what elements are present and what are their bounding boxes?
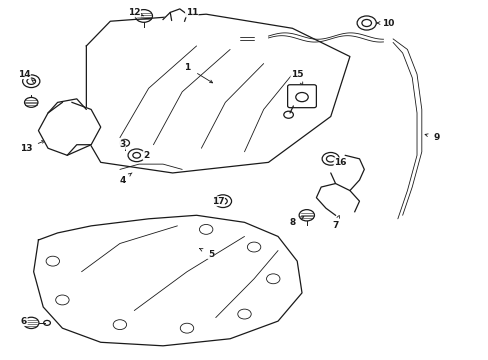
Text: 15: 15 bbox=[290, 70, 303, 79]
Text: 11: 11 bbox=[185, 8, 198, 17]
Text: 10: 10 bbox=[381, 18, 394, 27]
Polygon shape bbox=[163, 9, 186, 21]
Text: 5: 5 bbox=[207, 249, 214, 258]
Polygon shape bbox=[316, 184, 359, 215]
Polygon shape bbox=[86, 14, 349, 173]
Polygon shape bbox=[34, 215, 302, 346]
Text: 12: 12 bbox=[128, 8, 140, 17]
Text: 1: 1 bbox=[183, 63, 190, 72]
Text: 8: 8 bbox=[289, 218, 295, 227]
Text: 7: 7 bbox=[332, 221, 338, 230]
Text: 2: 2 bbox=[143, 151, 149, 160]
Polygon shape bbox=[39, 102, 101, 155]
Text: 13: 13 bbox=[20, 144, 33, 153]
Text: 9: 9 bbox=[432, 133, 439, 142]
Text: 4: 4 bbox=[119, 176, 125, 185]
Text: 6: 6 bbox=[21, 317, 27, 325]
Text: 3: 3 bbox=[119, 140, 125, 149]
Text: 14: 14 bbox=[18, 70, 30, 79]
Text: 16: 16 bbox=[333, 158, 346, 167]
FancyBboxPatch shape bbox=[287, 85, 316, 108]
Text: 17: 17 bbox=[211, 197, 224, 206]
